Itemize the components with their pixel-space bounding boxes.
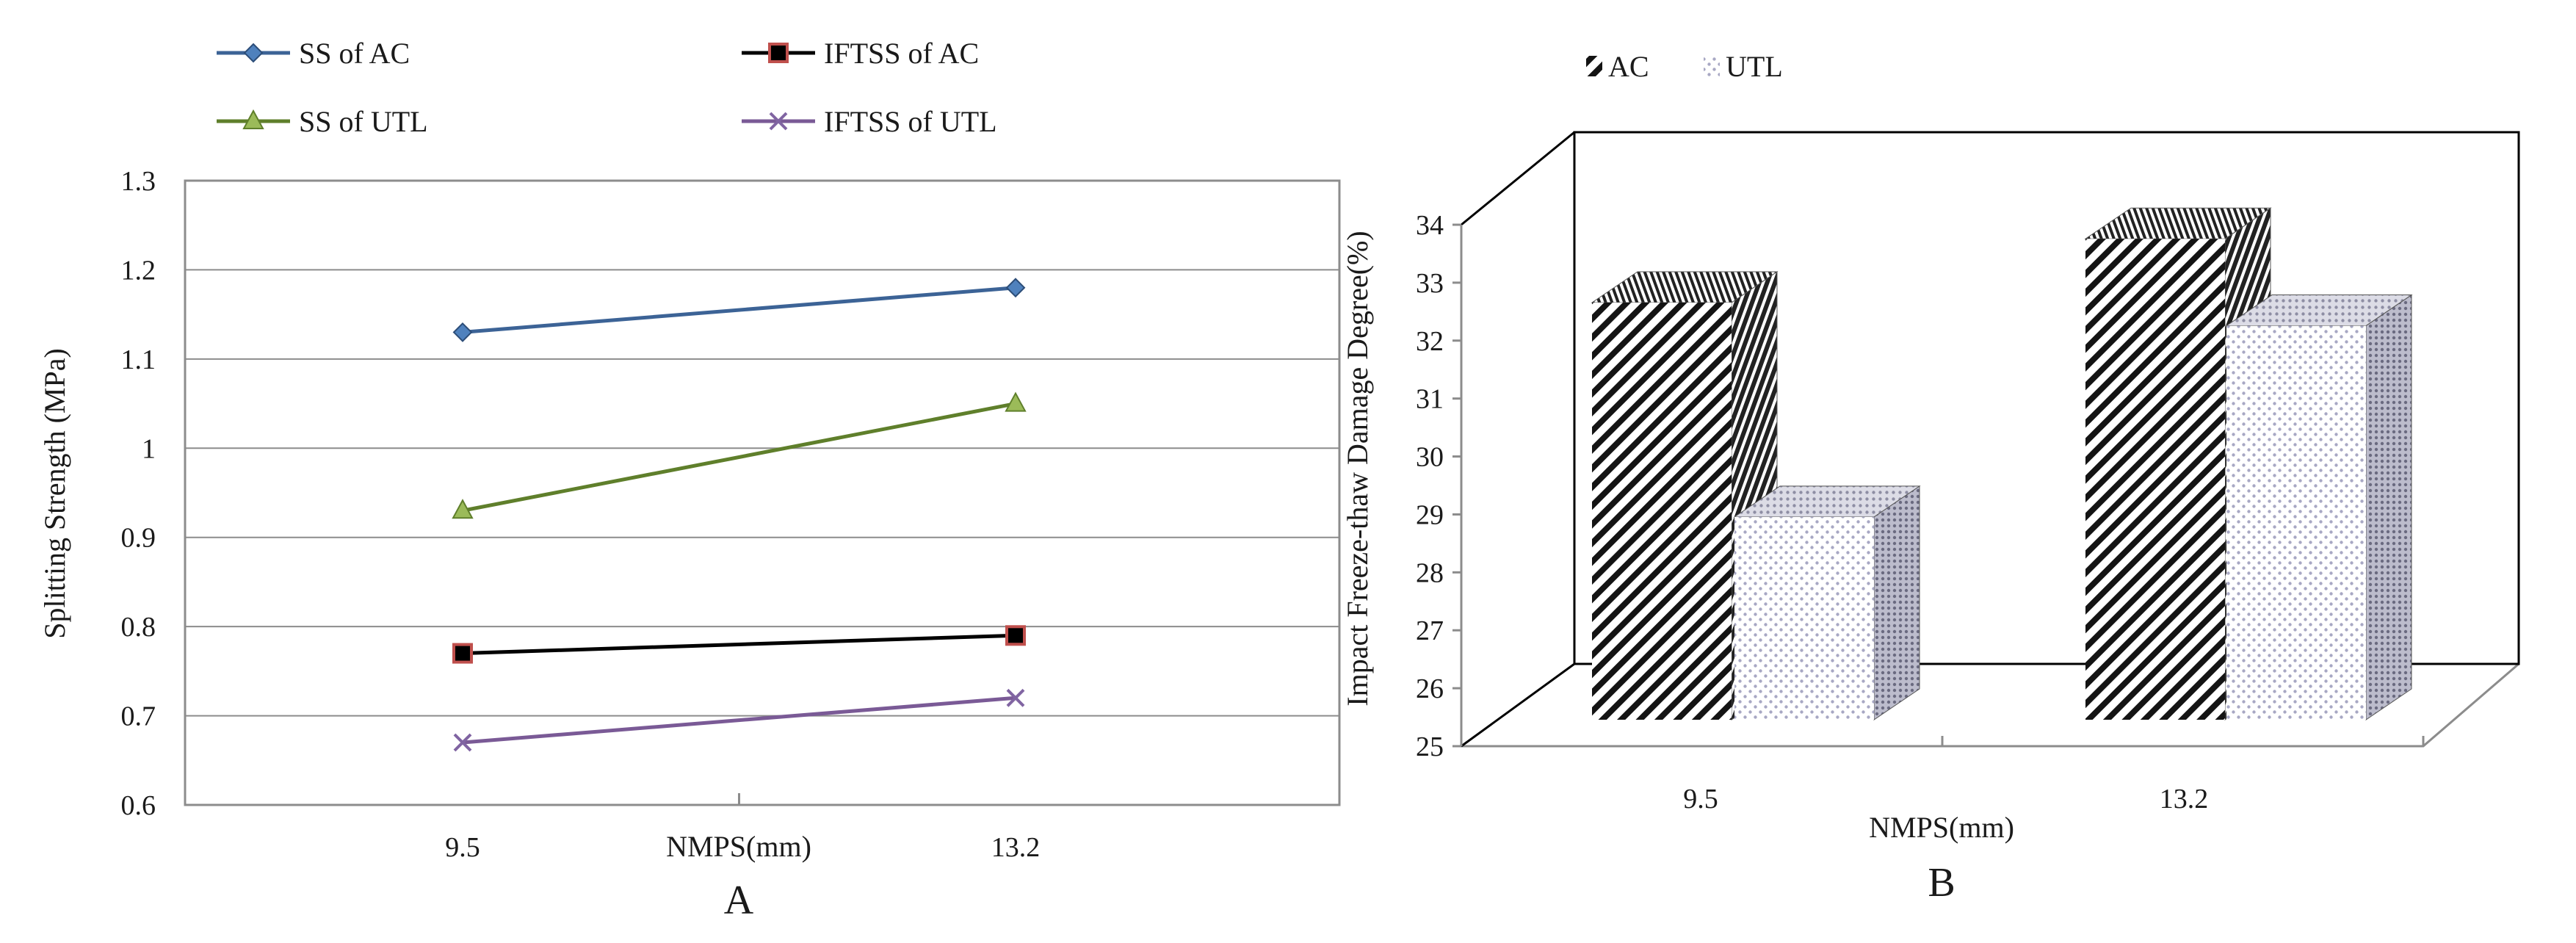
y-tick-label: 27 (1416, 615, 1444, 646)
square-marker-shape (1005, 625, 1026, 646)
legend-swatch (1704, 56, 1720, 76)
x-tick-labels: 9.5 13.2 (445, 832, 1040, 863)
y-tick-label: 34 (1416, 210, 1444, 241)
panel-label-a: A (724, 878, 754, 923)
x-tick-labels: 9.5 13.2 (1683, 784, 2208, 814)
bar-front-face (2085, 239, 2225, 720)
y-tick-label: 1.1 (121, 344, 156, 375)
gridlines (185, 269, 1339, 805)
legend: AC UTL (1586, 50, 1783, 83)
bar-side-face (1873, 485, 1920, 720)
legend-label: UTL (1726, 50, 1783, 83)
panel-label-b: B (1928, 860, 1955, 906)
legend-marker (242, 109, 264, 129)
y-axis-title: Splitting Strength (MPa) (38, 348, 71, 639)
bar-front-face (1734, 516, 1874, 720)
x-tick-label: 9.5 (445, 832, 480, 863)
y-axis-title: Impact Freeze-thaw Damage Degree(%) (1341, 231, 1374, 706)
square-marker-shape (452, 643, 473, 664)
series-lines (462, 286, 1016, 745)
x-tick-label: 9.5 (1683, 784, 1718, 814)
y-tick-label: 1.2 (121, 255, 156, 286)
data-point (1005, 625, 1026, 646)
y-tick-label: 28 (1416, 557, 1444, 588)
series-line (462, 695, 1016, 745)
y-tick-label: 30 (1416, 442, 1444, 473)
diamond-marker-shape (1005, 278, 1026, 298)
series-line (462, 633, 1016, 656)
legend-item: SS of UTL (217, 105, 428, 138)
y-tick-label: 0.6 (121, 790, 156, 821)
back-wall (1573, 131, 2520, 665)
y-tick-label: 0.9 (121, 523, 156, 554)
data-point (453, 733, 472, 752)
legend-item: IFTSS of AC (742, 37, 979, 70)
x-tick-label: 13.2 (2160, 784, 2209, 814)
diamond-marker-shape (452, 322, 473, 342)
x-marker-stroke (769, 112, 788, 131)
y-tick-label: 29 (1416, 499, 1444, 530)
diamond-marker-shape (243, 43, 264, 63)
data-point (452, 499, 474, 519)
wall-edge-top (1461, 131, 1575, 226)
data-point (1005, 391, 1027, 412)
y-tick-label: 31 (1416, 384, 1444, 415)
legend-label: IFTSS of UTL (824, 105, 997, 138)
series-markers (452, 278, 1027, 752)
data-point (1005, 278, 1026, 298)
triangle-marker-shape (1005, 391, 1027, 412)
y-tick-label: 26 (1416, 673, 1444, 704)
y-tick-label: 0.7 (121, 701, 156, 732)
legend-item: AC (1586, 50, 1649, 83)
square-marker-shape (768, 43, 789, 63)
legend-marker (243, 43, 264, 63)
x-tick-label: 13.2 (991, 832, 1041, 863)
y-tick-marks (1452, 223, 1461, 748)
legend: SS of AC IFTSS of AC SS of UTL IFTSS of UTL (217, 37, 997, 138)
bars (1591, 207, 2413, 720)
y-tick-label: 25 (1416, 731, 1444, 762)
plot-area-border (184, 179, 1341, 806)
bar-front-face (2226, 325, 2366, 720)
legend-label: AC (1608, 50, 1649, 83)
bar-side-face (2365, 294, 2412, 720)
data-point (1006, 688, 1025, 707)
series-line (462, 286, 1016, 334)
legend-swatch (1586, 56, 1602, 76)
legend-label: SS of AC (299, 37, 410, 70)
wall-edge-bottom (1461, 662, 1575, 748)
data-point (452, 322, 473, 342)
bar-front-face (1592, 303, 1732, 720)
legend-item: SS of AC (217, 37, 410, 70)
series-line (462, 402, 1016, 513)
y-tick-label: 32 (1416, 326, 1444, 357)
x-marker-stroke (453, 733, 472, 752)
y-tick-label: 33 (1416, 268, 1444, 299)
y-tick-labels: 0.6 0.7 0.8 0.9 1 1.1 1.2 1.3 (121, 166, 156, 821)
legend-marker (769, 112, 788, 131)
y-tick-labels: 25 26 27 28 29 30 31 32 33 34 (1416, 210, 1444, 762)
bar-chart-panel-b: 25 26 27 28 29 30 31 32 33 34 9.5 13.2 Impact Free… (1341, 50, 2520, 906)
triangle-marker-shape (452, 499, 474, 519)
legend-item: IFTSS of UTL (742, 105, 997, 138)
bar (1733, 485, 1921, 720)
y-tick-label: 1 (142, 433, 156, 464)
bar (2225, 294, 2413, 720)
triangle-marker-shape (242, 109, 264, 129)
legend-marker (768, 43, 789, 63)
line-chart-panel-a: 0.6 0.7 0.8 0.9 1 1.1 1.2 1.3 9.5 13.2 Splitting… (38, 37, 1341, 923)
legend-label: SS of UTL (299, 105, 428, 138)
y-tick-label: 0.8 (121, 612, 156, 643)
x-axis-title: NMPS(mm) (1869, 811, 2014, 844)
x-marker-stroke (1006, 688, 1025, 707)
data-point (452, 643, 473, 664)
x-axis-title: NMPS(mm) (666, 830, 811, 863)
legend-label: IFTSS of AC (824, 37, 979, 70)
legend-item: UTL (1704, 50, 1783, 83)
y-tick-label: 1.3 (121, 166, 156, 197)
